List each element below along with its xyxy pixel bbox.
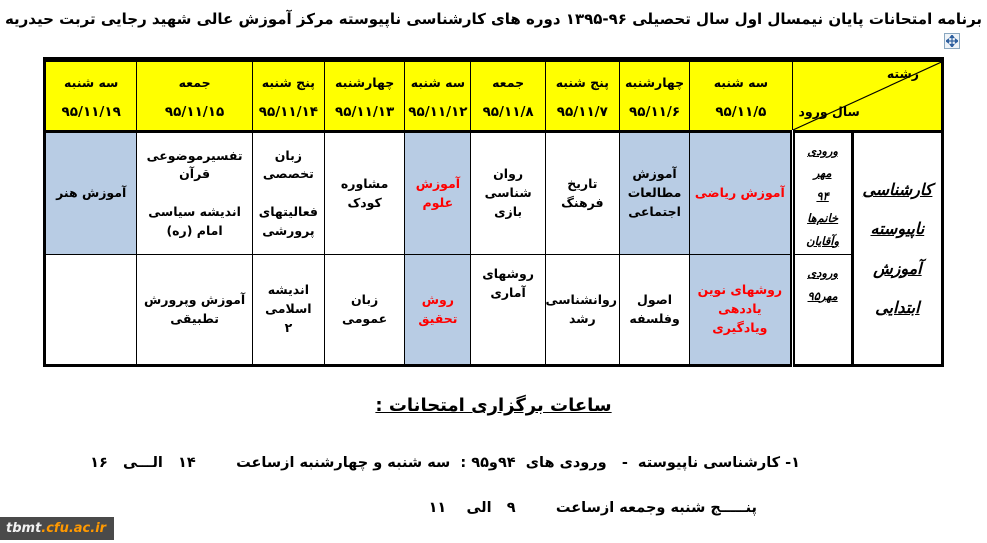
course-cell: زبان تخصصی فعالیتهای پرورشی bbox=[251, 130, 326, 256]
diagonal-line bbox=[794, 62, 941, 129]
exam-schedule-table: رشته سال ورود سه شنبه ۹۵/۱۱/۵ چهارشنبه ۹… bbox=[43, 57, 945, 368]
watermark-prefix: tbmt bbox=[6, 521, 42, 536]
page-title: برنامه امتحانات پایان نیمسال اول سال تحص… bbox=[4, 10, 983, 28]
course-cell: آموزش وپرورش تطبیقی bbox=[136, 254, 253, 367]
day-header-cell: سه شنبه ۹۵/۱۱/۱۹ bbox=[43, 59, 138, 133]
watermark-suffix: .cfu.ac.ir bbox=[41, 521, 107, 536]
day-header-cell: پنج شنبه ۹۵/۱۱/۱۴ bbox=[251, 59, 326, 133]
course-cell: اصول وفلسفه bbox=[618, 254, 691, 367]
course-cell: روشهای نوین یاددهی ویادگیری bbox=[689, 254, 793, 367]
course-cell: آموزش هنر bbox=[43, 130, 138, 256]
entry-year-cell-94: ورودی مهر ۹۴ خانم‌ها وآقایان bbox=[789, 130, 853, 256]
day-header-cell: جمعه ۹۵/۱۱/۱۵ bbox=[136, 59, 253, 133]
exam-date: ۹۵/۱۱/۱۳ bbox=[334, 103, 395, 120]
course-cell: روانشناسی رشد bbox=[544, 254, 620, 367]
exam-date: ۹۵/۱۱/۸ bbox=[482, 103, 534, 120]
table-row: ورودی مهر۹۵ روشهای نوین یاددهی ویادگیری اص… bbox=[43, 254, 943, 367]
day-name: پنج شنبه bbox=[261, 74, 315, 90]
exam-date: ۹۵/۱۱/۱۴ bbox=[258, 103, 319, 120]
four-way-arrow-icon bbox=[946, 35, 958, 47]
course-cell: آموزش علوم bbox=[404, 130, 472, 256]
day-name: سه شنبه bbox=[410, 74, 466, 90]
table-move-handle[interactable] bbox=[944, 33, 960, 49]
day-header-cell: پنج شنبه ۹۵/۱۱/۷ bbox=[544, 59, 620, 133]
day-header-cell: سه شنبه ۹۵/۱۱/۱۲ bbox=[404, 59, 472, 133]
exam-date: ۹۵/۱۱/۱۲ bbox=[408, 103, 468, 120]
exam-date: ۹۵/۱۱/۷ bbox=[556, 103, 608, 120]
course-cell: زبان عمومی bbox=[323, 254, 406, 367]
exam-hours-line-1: ۱- کارشناسی ناپیوسته - ورودی های ۹۴و۹۵ :… bbox=[90, 455, 800, 471]
entry-year-cell-95: ورودی مهر۹۵ bbox=[789, 254, 853, 367]
course-cell: تاریخ فرهنگ bbox=[544, 130, 620, 256]
course-cell: مشاوره کودک bbox=[323, 130, 406, 256]
table-row: کارشناسی ناپیوسته آموزش ابتدایی ورودی مهر ۹۴ خ… bbox=[43, 130, 945, 367]
corner-header-cell: رشته سال ورود bbox=[792, 59, 944, 133]
exam-date: ۹۵/۱۱/۱۹ bbox=[61, 103, 121, 120]
course-cell: روشهای آماری bbox=[470, 254, 546, 367]
day-name: سه شنبه bbox=[64, 74, 119, 90]
day-name: پنج شنبه bbox=[555, 74, 609, 90]
corner-field-label: رشته bbox=[886, 66, 919, 81]
day-header-cell: سه شنبه ۹۵/۱۱/۵ bbox=[689, 59, 793, 133]
day-header-cell: جمعه ۹۵/۱۱/۸ bbox=[470, 59, 546, 133]
day-name: جمعه bbox=[178, 74, 211, 90]
corner-entry-year-label: سال ورود bbox=[798, 104, 860, 119]
course-cell: اندیشه اسلامی ۲ bbox=[251, 254, 326, 367]
course-cell: روان شناسی بازی bbox=[470, 130, 546, 256]
day-name: جمعه bbox=[492, 74, 525, 90]
course-cell: تفسیرموضوعی قرآن اندیشه سیاسی امام (ره) bbox=[136, 130, 253, 256]
course-cell: آموزش مطالعات اجتماعی bbox=[618, 130, 691, 256]
day-header-cell: چهارشنبه ۹۵/۱۱/۱۳ bbox=[323, 59, 406, 133]
exam-hours-heading: ساعات برگزاری امتحانات : bbox=[375, 395, 612, 416]
table-header-row: رشته سال ورود سه شنبه ۹۵/۱۱/۵ چهارشنبه ۹… bbox=[43, 59, 944, 133]
day-name: چهارشنبه bbox=[624, 74, 685, 90]
course-cell-empty bbox=[43, 254, 138, 367]
major-name-cell: کارشناسی ناپیوسته آموزش ابتدایی bbox=[850, 130, 945, 367]
exam-hours-line-2: پنـــــج شنبه وجمعه ازساعت ۹ الی ۱۱ bbox=[428, 500, 757, 516]
exam-date: ۹۵/۱۱/۵ bbox=[715, 103, 767, 120]
course-cell: روش تحقیق bbox=[404, 254, 472, 367]
exam-date: ۹۵/۱۱/۱۵ bbox=[164, 103, 225, 120]
day-header-cell: چهارشنبه ۹۵/۱۱/۶ bbox=[618, 59, 691, 133]
exam-date: ۹۵/۱۱/۶ bbox=[629, 103, 681, 120]
day-name: چهارشنبه bbox=[335, 74, 395, 90]
exam-hours-section: ساعات برگزاری امتحانات : ۱- کارشناسی ناپ… bbox=[0, 395, 987, 516]
site-watermark: tbmt .cfu.ac.ir bbox=[0, 517, 115, 540]
course-cell: آموزش ریاضی bbox=[689, 130, 793, 256]
day-name: سه شنبه bbox=[713, 74, 768, 90]
